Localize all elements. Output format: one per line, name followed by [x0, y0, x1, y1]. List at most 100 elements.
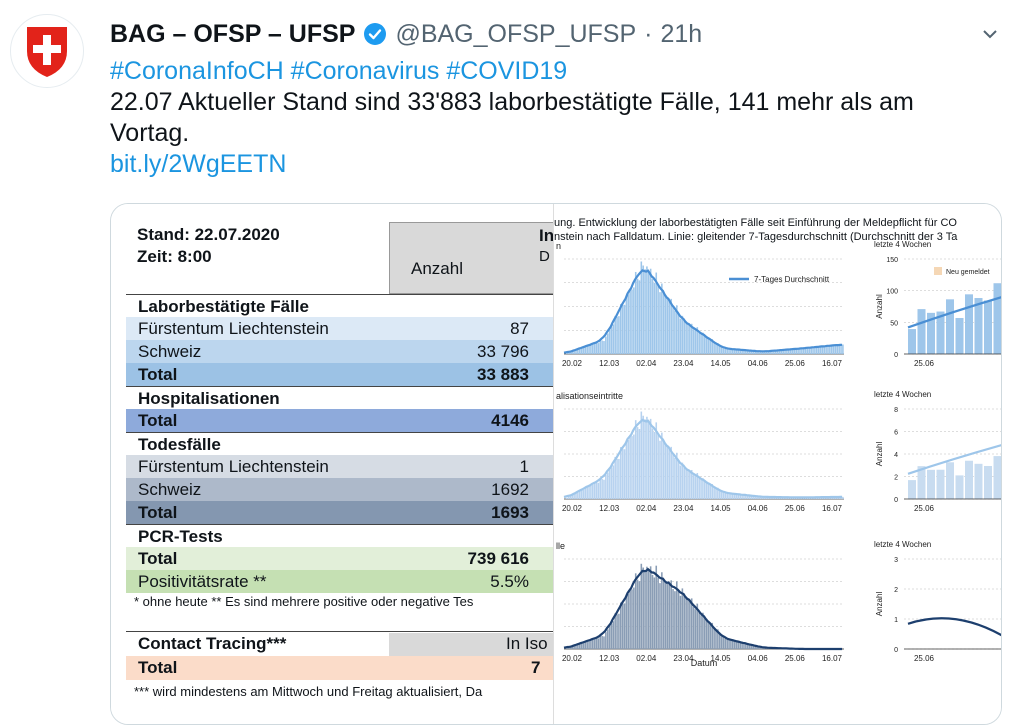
- chart-bar: [667, 445, 669, 499]
- chart-bar: [596, 483, 598, 499]
- chart-bar: [624, 305, 626, 354]
- chart-bar: [588, 486, 590, 499]
- row-value: 739 616: [389, 547, 529, 570]
- chart-bar: [680, 466, 682, 499]
- chart-bar: [583, 348, 585, 354]
- tweet-link[interactable]: bit.ly/2WgEETN: [110, 150, 286, 178]
- chart-bar: [730, 640, 732, 649]
- row-value: 1: [389, 455, 529, 478]
- chart-bar: [650, 269, 652, 354]
- chart-bar: [626, 296, 628, 354]
- chart-bar: [644, 570, 646, 649]
- chart-bar: [833, 346, 835, 354]
- chart-bar: [831, 346, 833, 354]
- chart-bar: [592, 485, 594, 499]
- chart-bar: [618, 459, 620, 499]
- small-bar: [908, 480, 916, 499]
- table-header-box: [389, 222, 561, 294]
- small-y-tick: 0: [894, 647, 898, 654]
- row-label: PCR-Tests: [138, 525, 223, 548]
- chart-bar: [646, 266, 648, 354]
- chart-bar: [566, 498, 568, 499]
- chart-bar: [670, 580, 672, 649]
- chart-bar: [594, 482, 596, 499]
- chart-bar: [642, 568, 644, 649]
- chart-bar: [620, 447, 622, 499]
- chart-bar: [825, 346, 827, 354]
- row-label: Hospitalisationen: [138, 387, 280, 410]
- small-bar: [994, 456, 1002, 499]
- chart-bar: [650, 566, 652, 649]
- hashtag-link[interactable]: #Coronavirus: [291, 57, 440, 85]
- chart-bar: [725, 348, 727, 354]
- row-label: Schweiz: [138, 478, 201, 501]
- header-anzahl: Anzahl: [411, 259, 463, 279]
- chart-bar: [654, 432, 656, 499]
- tweet-time[interactable]: 21h: [661, 20, 703, 49]
- stand-date: Stand: 22.07.2020: [137, 224, 280, 246]
- chart-bar: [611, 624, 613, 649]
- x-tick-label: 16.07: [822, 504, 843, 513]
- chart-bar: [661, 433, 663, 499]
- author-handle[interactable]: @BAG_OFSP_UFSP: [395, 20, 636, 49]
- hashtag-link[interactable]: #COVID19: [446, 57, 567, 85]
- x-tick-label: 14.05: [711, 504, 732, 513]
- row-label: Total: [138, 409, 177, 432]
- chart-bar: [603, 480, 605, 499]
- chart-bar: [810, 348, 812, 354]
- chart-bar: [581, 490, 583, 499]
- chart-bar: [566, 648, 568, 649]
- chart-bar: [639, 581, 641, 649]
- small-bar: [965, 461, 973, 499]
- chart-bar: [609, 469, 611, 499]
- small-x-tick: 25.06: [914, 654, 935, 663]
- x-tick-label: 02.04: [636, 654, 657, 663]
- chart-bar: [723, 637, 725, 649]
- author-name[interactable]: BAG – OFSP – UFSP: [110, 20, 355, 49]
- chart-bar: [715, 488, 717, 499]
- chart-bar: [685, 469, 687, 499]
- small-bar: [956, 318, 964, 354]
- contact-header: In Iso: [506, 634, 548, 654]
- chart-bar: [592, 640, 594, 649]
- chart-bar: [723, 348, 725, 354]
- chart-bar: [605, 632, 607, 649]
- x-tick-label: 04.06: [748, 504, 769, 513]
- x-tick-label: 02.04: [636, 504, 657, 513]
- small-bar: [975, 464, 983, 499]
- contact-total-row: Total 7: [126, 656, 554, 680]
- chart-bar: [672, 307, 674, 354]
- row-label: Total: [138, 501, 177, 524]
- chart-bar: [672, 589, 674, 649]
- small-y-tick: 1: [894, 617, 898, 624]
- row-label: Schweiz: [138, 340, 201, 363]
- chart-bar: [631, 589, 633, 649]
- chart-bar: [725, 638, 727, 649]
- x-tick-label: 02.04: [636, 359, 657, 368]
- chart-bar: [726, 639, 728, 649]
- chart-bar: [639, 429, 641, 499]
- small-y-tick: 8: [894, 407, 898, 414]
- chart-bar: [682, 588, 684, 649]
- chart-bar: [601, 636, 603, 649]
- tweet-body: #CoronaInfoCH #Coronavirus #COVID19 22.0…: [110, 56, 990, 180]
- chart-bar: [596, 638, 598, 649]
- more-options-chevron-icon[interactable]: [976, 18, 1004, 50]
- chart-bar: [607, 333, 609, 354]
- hashtag-link[interactable]: #CoronaInfoCH: [110, 57, 284, 85]
- avatar[interactable]: [10, 14, 84, 88]
- chart-bar: [635, 272, 637, 354]
- chart-bar: [704, 617, 706, 649]
- table-row: Laborbestätigte Fälle: [126, 294, 554, 318]
- small-y-tick: 3: [894, 557, 898, 564]
- small-bar: [918, 309, 926, 354]
- tweet-media-image[interactable]: Stand: 22.07.2020 Zeit: 8:00 Anzahl In D…: [110, 203, 1002, 725]
- chart-bar: [635, 420, 637, 499]
- small-y-tick: 4: [894, 452, 898, 459]
- chart-bar: [620, 304, 622, 354]
- small-bar: [956, 475, 964, 499]
- chart-bar: [719, 634, 721, 649]
- chart-bar: [641, 412, 643, 499]
